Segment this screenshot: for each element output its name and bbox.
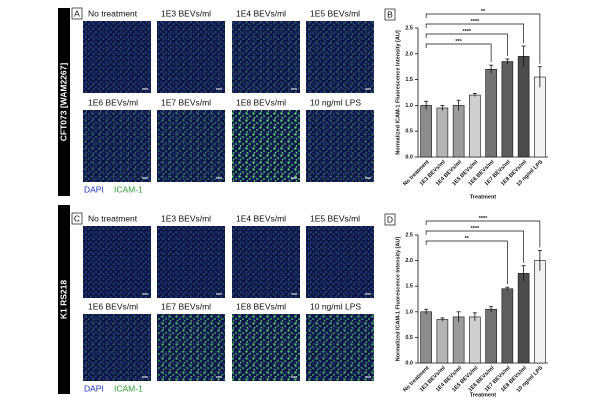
icam-signal (83, 314, 151, 381)
significance-bracket (425, 230, 524, 263)
y-tick-label: 2.0 (405, 258, 413, 264)
icam-signal (83, 110, 151, 182)
image-label: 1E6 BEVs/ml (88, 301, 138, 311)
image-label: 1E7 BEVs/ml (161, 97, 211, 107)
bar (469, 316, 481, 364)
significance-bracket (425, 23, 524, 44)
icam-signal (306, 226, 374, 298)
image-label: 1E3 BEVs/ml (161, 8, 211, 18)
significance-bracket (425, 33, 508, 56)
strain-bar (58, 8, 70, 196)
bar (534, 260, 546, 364)
panel-letter-box (384, 8, 396, 21)
image-label: 1E7 BEVs/ml (161, 301, 211, 311)
panel-letter-box (71, 212, 83, 225)
significance-bracket (425, 13, 541, 64)
significance-bracket (425, 220, 541, 248)
bar (485, 308, 497, 364)
image-label: 1E5 BEVs/ml (310, 8, 360, 18)
y-tick-label: 0.0 (405, 154, 413, 160)
y-tick-label: 2.5 (405, 232, 413, 238)
panel-letter: D (387, 214, 393, 224)
significance-label: *** (455, 39, 462, 45)
panel-letter-box (71, 7, 83, 20)
y-tick-label: 0.5 (405, 335, 413, 341)
icam-signal (83, 226, 151, 298)
y-tick-label: 2.5 (405, 25, 413, 31)
significance-label: ** (481, 9, 486, 15)
bar (501, 288, 514, 364)
bar (501, 61, 514, 158)
icam-signal (306, 110, 374, 182)
image-label: 1E4 BEVs/ml (236, 8, 286, 18)
icam-signal (306, 314, 374, 381)
bar (469, 94, 481, 158)
y-tick-label: 2.0 (405, 51, 413, 57)
icam-signal (232, 21, 300, 93)
icam-signal (157, 110, 225, 182)
icam-signal (157, 226, 225, 298)
panel-letter: C (74, 213, 80, 223)
bar (517, 273, 530, 364)
icam-signal (232, 110, 300, 182)
panel-letter-box (384, 213, 396, 226)
icam-signal (157, 21, 225, 93)
bar (436, 319, 449, 364)
bar (534, 76, 546, 158)
x-axis-label: Treatment (470, 392, 496, 398)
significance-label: **** (479, 216, 488, 222)
image-label: 1E4 BEVs/ml (236, 213, 286, 223)
significance-label: **** (471, 19, 480, 25)
bar (420, 105, 432, 158)
panel-letter: A (74, 8, 80, 18)
y-tick-label: 0.0 (405, 360, 413, 366)
image-label: 1E8 BEVs/ml (236, 97, 286, 107)
significance-bracket (425, 240, 508, 285)
image-label: No treatment (88, 8, 138, 18)
image-label: 10 ng/ml LPS (310, 97, 361, 107)
strain-label: K1 RS218 (58, 280, 68, 319)
bar (517, 56, 530, 158)
significance-label: ** (465, 236, 470, 242)
legend-icam: ICAM-1 (114, 383, 143, 393)
bar (436, 107, 449, 158)
y-axis-label: Normalized ICAM-1 Fluorescence Intensity… (395, 237, 401, 362)
image-label: 1E5 BEVs/ml (310, 213, 360, 223)
x-axis-label: Treatment (470, 194, 496, 200)
strain-label: CFT073 [WAM2267] (58, 63, 68, 142)
image-label: 10 ng/ml LPS (310, 301, 361, 311)
bar (420, 311, 432, 364)
y-tick-label: 1.5 (405, 284, 413, 290)
significance-label: **** (462, 29, 471, 35)
legend-dapi: DAPI (84, 184, 104, 194)
y-tick-label: 1.0 (405, 309, 413, 315)
legend-dapi: DAPI (84, 383, 104, 393)
image-label: 1E6 BEVs/ml (88, 97, 138, 107)
image-label: 1E8 BEVs/ml (236, 301, 286, 311)
y-axis-label: Normalized ICAM-1 Fluorescence Intensity… (395, 30, 401, 155)
significance-bracket (425, 43, 492, 63)
y-tick-label: 1.0 (405, 103, 413, 109)
icam-signal (306, 21, 374, 93)
strain-bar (58, 205, 70, 394)
bar (452, 316, 465, 364)
icam-signal (83, 21, 151, 93)
icam-signal (157, 314, 225, 381)
panel-letter: B (387, 9, 393, 19)
bar (452, 105, 465, 158)
image-label: 1E3 BEVs/ml (161, 213, 211, 223)
bar (485, 68, 497, 158)
legend-icam: ICAM-1 (114, 184, 143, 194)
y-tick-label: 1.5 (405, 77, 413, 83)
y-tick-label: 0.5 (405, 129, 413, 135)
image-label: No treatment (88, 213, 138, 223)
icam-signal (232, 226, 300, 298)
icam-signal (232, 314, 300, 381)
significance-label: **** (471, 226, 480, 232)
